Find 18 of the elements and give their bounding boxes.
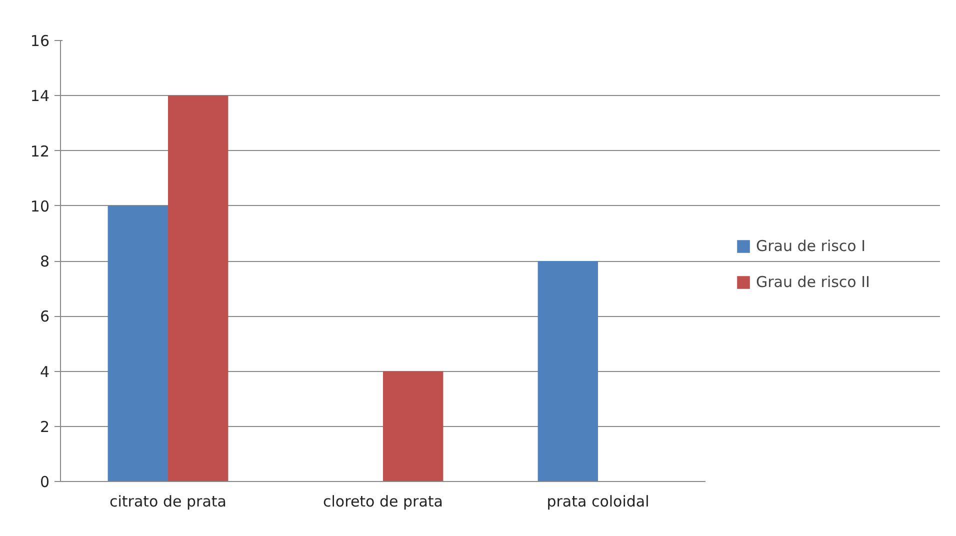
y-tick-label: 4 [40, 362, 50, 381]
y-tick-label: 0 [40, 473, 50, 491]
legend-label: Grau de risco I [756, 237, 866, 255]
x-tick-label: cloreto de prata [323, 492, 443, 510]
y-tick-label: 10 [30, 197, 50, 216]
bar [108, 206, 168, 482]
bar [383, 371, 444, 482]
y-tick-label: 8 [40, 252, 50, 270]
bar [538, 261, 598, 482]
y-tick-label: 2 [40, 418, 50, 436]
y-tick-label: 16 [30, 32, 50, 50]
y-tick-label: 14 [30, 87, 50, 106]
legend-label: Grau de risco II [756, 273, 870, 291]
x-tick-label: citrato de prata [110, 492, 226, 510]
bar [168, 96, 228, 482]
y-tick-label: 6 [40, 308, 50, 326]
x-tick-label: prata coloidal [546, 492, 650, 510]
y-tick-label: 12 [30, 142, 50, 160]
